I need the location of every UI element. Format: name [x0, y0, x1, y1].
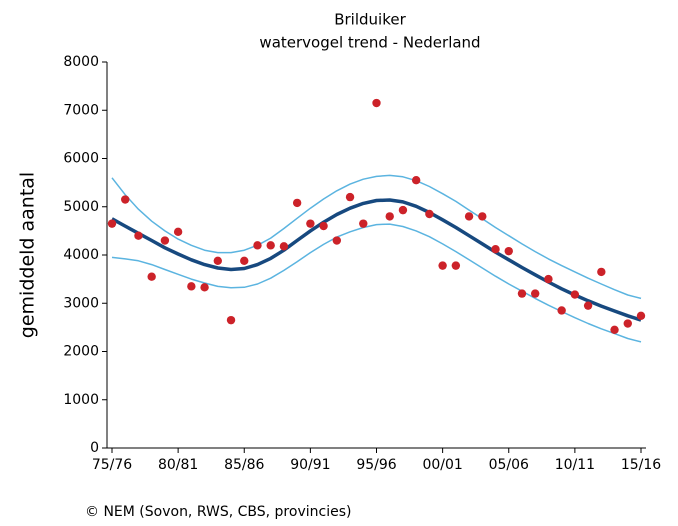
y-tick-label: 3000	[63, 295, 99, 311]
data-point	[478, 212, 487, 221]
data-point	[253, 241, 262, 250]
data-point	[583, 301, 593, 310]
x-tick-label: 85/86	[224, 457, 264, 473]
data-point	[359, 219, 368, 228]
y-tick-label: 1000	[63, 392, 99, 408]
data-point	[319, 221, 328, 231]
y-tick-label: 0	[90, 440, 99, 456]
trend-line	[111, 198, 642, 322]
data-point	[636, 311, 646, 320]
data-point	[147, 272, 156, 281]
y-tick-label: 2000	[63, 344, 99, 360]
data-point	[425, 209, 434, 219]
data-point	[491, 245, 500, 254]
chart-title: Brilduiker	[334, 11, 406, 29]
data-point	[531, 289, 540, 298]
data-point	[345, 192, 355, 202]
data-point	[332, 236, 342, 245]
data-point	[187, 282, 196, 291]
data-point	[121, 195, 130, 204]
x-tick-label: 90/91	[290, 457, 330, 473]
data-point	[134, 231, 143, 240]
data-point	[570, 290, 580, 299]
data-point	[517, 289, 527, 298]
data-point	[240, 256, 249, 265]
y-axis-label: gemiddeld aantal	[17, 172, 39, 338]
data-point	[623, 319, 632, 328]
data-point	[464, 212, 474, 221]
data-point	[306, 219, 315, 228]
data-point	[372, 98, 381, 108]
source: © NEM (Sovon, RWS, CBS, provincies)	[85, 504, 351, 520]
data-point	[557, 306, 566, 315]
data-point	[597, 267, 606, 277]
x-tick-label: 10/11	[555, 457, 595, 473]
data-point	[438, 261, 447, 270]
data-point	[398, 205, 408, 215]
data-point	[226, 315, 236, 325]
data-point	[200, 283, 209, 292]
data-point	[173, 227, 183, 237]
x-tick-label: 00/01	[422, 457, 462, 473]
y-tick-label: 7000	[63, 102, 99, 118]
data-point	[385, 212, 394, 221]
data-point	[279, 242, 289, 251]
chart-subtitle: watervogel trend - Nederland	[259, 34, 480, 52]
y-tick-label: 6000	[63, 151, 99, 167]
trend-line	[111, 174, 642, 300]
data-point	[610, 325, 619, 334]
data-point	[213, 256, 222, 265]
y-tick-label: 8000	[63, 54, 99, 70]
x-tick-label: 05/06	[489, 457, 529, 473]
data-point	[504, 246, 513, 256]
x-tick-label: 75/76	[92, 457, 132, 473]
data-point	[292, 198, 302, 208]
trend-line	[111, 223, 642, 343]
data-point	[160, 236, 170, 245]
data-point	[411, 176, 421, 185]
data-point	[266, 241, 275, 250]
x-tick-label: 80/81	[158, 457, 198, 473]
data-point	[107, 219, 117, 228]
y-tick-label: 4000	[63, 247, 99, 263]
x-tick-label: 15/16	[621, 457, 661, 473]
x-tick-label: 95/96	[356, 457, 396, 473]
y-tick-label: 5000	[63, 199, 99, 215]
data-point	[451, 261, 461, 270]
data-point	[544, 274, 553, 284]
